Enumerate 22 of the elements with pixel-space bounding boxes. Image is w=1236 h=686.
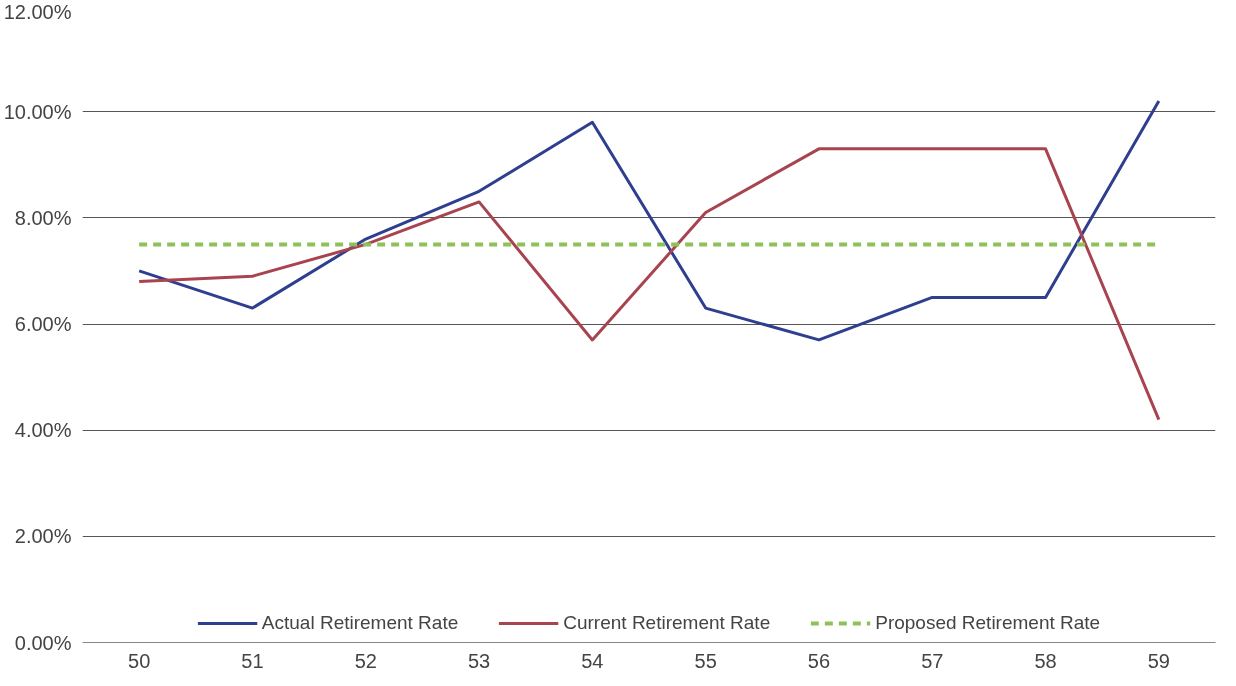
y-tick-label: 8.00% bbox=[14, 206, 72, 229]
x-tick-label: 59 bbox=[1147, 649, 1170, 672]
y-tick-label: 10.00% bbox=[3, 100, 72, 123]
x-tick-label: 56 bbox=[807, 649, 831, 672]
legend-label: Current Retirement Rate bbox=[563, 612, 771, 634]
x-tick-label: 53 bbox=[467, 649, 491, 672]
line-series bbox=[137, 99, 1161, 342]
x-tick-label: 51 bbox=[241, 649, 264, 672]
x-tick-label: 52 bbox=[354, 649, 377, 672]
legend-label: Actual Retirement Rate bbox=[261, 612, 459, 634]
y-tick-label: 12.00% bbox=[3, 0, 72, 23]
y-tick-label: 2.00% bbox=[14, 525, 72, 548]
y-tick-label: 6.00% bbox=[14, 313, 72, 335]
line-series bbox=[137, 147, 1161, 422]
y-tick-label: 4.00% bbox=[14, 419, 72, 442]
x-tick-label: 57 bbox=[921, 649, 944, 672]
x-tick-label: 55 bbox=[694, 649, 717, 672]
x-tick-label: 58 bbox=[1034, 649, 1057, 672]
x-tick-label: 50 bbox=[128, 649, 151, 672]
x-tick-label: 54 bbox=[581, 649, 604, 672]
legend-label: Proposed Retirement Rate bbox=[875, 612, 1101, 634]
y-tick-label: 0.00% bbox=[14, 631, 72, 654]
